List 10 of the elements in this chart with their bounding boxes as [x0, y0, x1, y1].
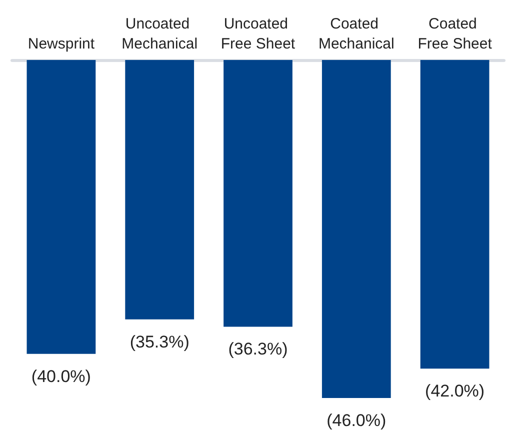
x-tick-label: Uncoated Free Sheet: [220, 16, 296, 52]
data-label: (40.0%): [31, 366, 91, 386]
data-label: (35.3%): [130, 332, 190, 352]
x-tick-label: Newsprint: [28, 36, 96, 52]
data-label: (46.0%): [326, 411, 386, 430]
data-label: (42.0%): [425, 382, 485, 401]
x-tick-label: Coated Free Sheet: [418, 16, 493, 52]
x-tick-label: Uncoated Mechanical: [122, 16, 198, 52]
data-label: (36.3%): [228, 340, 288, 359]
x-tick-label: Coated Mechanical: [318, 16, 394, 52]
